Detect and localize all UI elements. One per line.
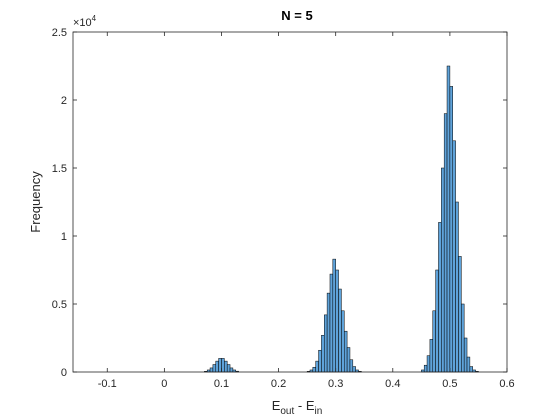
histogram-bar: [321, 335, 325, 373]
y-tick-label: 2.5: [52, 27, 67, 39]
histogram-bar: [461, 303, 465, 373]
histogram-bar: [324, 314, 328, 373]
x-tick-label: 0.2: [271, 378, 286, 390]
x-axis-label: Eout - Ein: [272, 398, 323, 417]
y-axis-exponent-power: 4: [92, 14, 97, 23]
y-tick-label: 0.5: [52, 299, 67, 311]
histogram-bar: [441, 167, 445, 373]
histogram-bar: [452, 140, 456, 373]
histogram-bar: [443, 113, 448, 373]
histogram-bar: [332, 258, 336, 373]
histogram-bar: [226, 364, 231, 373]
histogram-bar: [438, 222, 442, 373]
histogram-bar: [221, 358, 225, 373]
x-tick-label: 0.3: [328, 378, 343, 390]
histogram-bar: [312, 366, 316, 373]
chart-title: N = 5: [281, 8, 312, 23]
histogram-bar: [229, 367, 234, 373]
histogram-bar: [315, 360, 319, 373]
histogram-bar: [224, 360, 228, 373]
histogram-bar: [344, 330, 348, 373]
histogram-bar: [326, 292, 331, 373]
plot-area-box: [72, 31, 508, 373]
y-axis: 0 0.5 1 1.5 2 2.5: [52, 27, 507, 379]
histogram-bar: [318, 349, 322, 373]
histogram-bar: [341, 310, 345, 373]
histogram-bar: [469, 366, 473, 373]
histogram-bar: [215, 360, 219, 373]
x-axis-label-out-subscript: out: [280, 406, 294, 417]
histogram-bar: [466, 356, 471, 373]
y-axis-label: Frequency: [28, 171, 43, 233]
histogram-bar: [349, 359, 354, 373]
histogram-bar: [435, 269, 439, 373]
y-tick-label: 0: [61, 367, 67, 379]
histogram-bar: [432, 310, 436, 373]
x-tick-label: -0.1: [98, 378, 117, 390]
histogram-bar: [329, 273, 334, 373]
histogram-bars: [204, 65, 479, 373]
y-axis-exponent-base: ×10: [73, 17, 92, 29]
histogram-bar: [449, 86, 454, 373]
histogram-bar: [423, 364, 428, 373]
x-axis-label-in-subscript: in: [315, 406, 323, 417]
y-axis-exponent: ×104: [73, 14, 97, 29]
x-axis: -0.1 0 0.1 0.2 0.3 0.4 0.5 0.6: [98, 32, 515, 390]
histogram-bar: [352, 366, 356, 373]
histogram-bar: [338, 288, 342, 373]
x-tick-label: 0: [161, 378, 167, 390]
histogram-bar: [426, 355, 431, 373]
histogram-bar: [335, 269, 339, 373]
x-tick-label: 0.4: [385, 378, 400, 390]
histogram-bar: [209, 367, 214, 373]
y-tick-label: 2: [61, 95, 67, 107]
histogram-bar: [212, 364, 217, 373]
x-axis-label-e-out: E: [272, 398, 281, 413]
x-tick-label: 0.1: [214, 378, 229, 390]
histogram-bar: [218, 358, 222, 373]
y-tick-label: 1: [61, 231, 67, 243]
y-tick-label: 1.5: [52, 163, 67, 175]
histogram-bar: [455, 201, 459, 373]
x-axis-label-minus-e: - E: [294, 398, 315, 413]
histogram-bar: [446, 65, 451, 373]
histogram-bar: [458, 256, 462, 373]
x-tick-label: 0.6: [499, 378, 514, 390]
x-tick-label: 0.5: [442, 378, 457, 390]
histogram-bar: [463, 337, 468, 373]
histogram-bar: [429, 339, 434, 373]
histogram-bar: [346, 347, 351, 373]
